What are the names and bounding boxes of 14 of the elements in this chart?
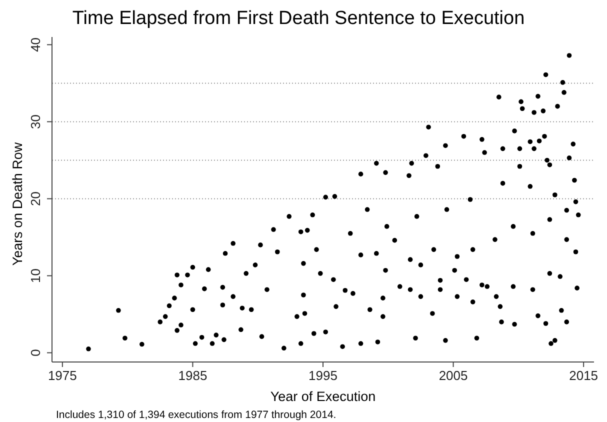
x-tick-label: 1995 (308, 368, 338, 384)
chart-title: Time Elapsed from First Death Sentence to Execution (71, 8, 526, 29)
y-tick-label: 40 (28, 37, 43, 52)
text: Includes 1,310 of 1,394 executions from 1977 through 2014. (56, 409, 336, 421)
x-axis-title: Year of Execution (269, 389, 377, 405)
x-tick-label: 1975 (48, 368, 77, 384)
y-tick-label: 30 (28, 114, 43, 129)
x-tick-label: 2005 (438, 368, 468, 384)
y-tick-label: 0 (28, 349, 43, 356)
x-tick-label: 1985 (178, 368, 208, 384)
y-tick-label: 10 (28, 268, 43, 283)
y-axis-title: Years on Death Row (10, 142, 26, 266)
x-tick-label: 2015 (569, 368, 598, 384)
y-tick-label: 20 (28, 191, 43, 206)
